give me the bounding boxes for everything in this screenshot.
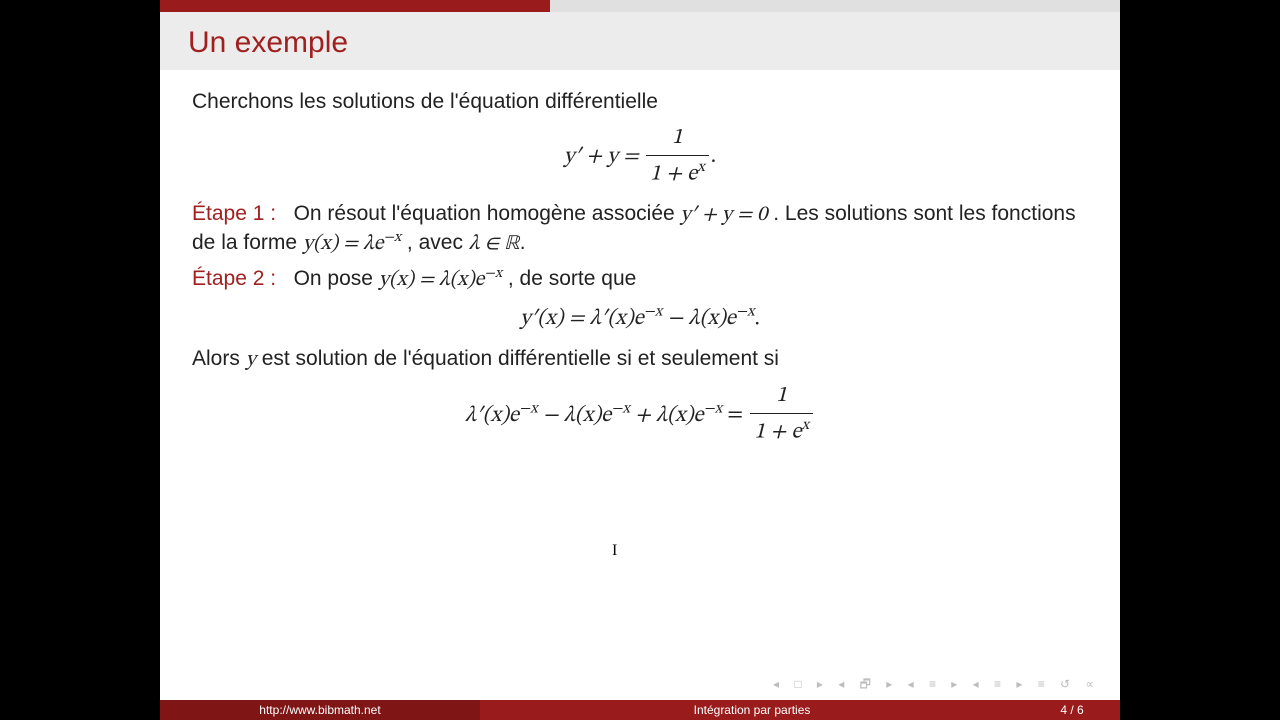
step1-tail: .: [520, 231, 526, 254]
eq1-lhs: y′ + y =: [564, 146, 644, 168]
eq2-a-base: y′(x) = λ′(x)e: [520, 308, 644, 330]
eq3-c-sup: −x: [704, 400, 722, 416]
step2-math-a: y(x) = λ(x)e−x: [379, 269, 502, 290]
footer-left[interactable]: http://www.bibmath.net: [160, 700, 480, 720]
step1-text-c: , avec: [407, 231, 469, 254]
then-math: y: [246, 349, 256, 370]
step2-text-b: , de sorte que: [508, 267, 636, 290]
eq3-a-sup: −x: [519, 400, 537, 416]
eq2-a-sup: −x: [644, 304, 662, 320]
eq3-fraction: 1 1 + ex: [750, 382, 813, 448]
beamer-nav-icons[interactable]: ◂ □ ▸ ◂ 🗗 ▸ ◂ ≡ ▸ ◂ ≡ ▸ ≡ ↺ ∝: [773, 675, 1100, 696]
then-text-b: est solution de l'équation différentiell…: [262, 347, 779, 370]
step1-math-c: λ ∈ ℝ: [469, 233, 520, 254]
eq2-b-sup: −x: [736, 304, 754, 320]
eq1-fraction: 1 1 + ex: [646, 124, 709, 190]
eq2-tail: .: [755, 308, 760, 330]
intro-text: Cherchons les solutions de l'équation di…: [192, 88, 1088, 116]
footer-right: 4 / 6: [1024, 700, 1120, 720]
eq2-b: − λ(x)e−x: [667, 308, 754, 330]
eq3-a-base: λ′(x)e: [465, 405, 519, 427]
slide-title: Un exemple: [188, 26, 1092, 60]
title-bar: Un exemple: [160, 12, 1120, 70]
eq3-eq: =: [727, 405, 748, 427]
eq3-den-base: 1 + e: [754, 421, 801, 443]
eq3-numerator: 1: [750, 382, 813, 414]
eq3-b-sup: −x: [611, 400, 629, 416]
step2-text-a: On pose: [294, 267, 379, 290]
step-2: Étape 2 : On pose y(x) = λ(x)e−x , de so…: [192, 265, 1088, 294]
eq1-den-sup: x: [697, 159, 704, 175]
step1-math-b-base: y(x) = λe: [303, 233, 384, 254]
progress-remaining: [550, 0, 1120, 12]
step2-math-a-base: y(x) = λ(x)e: [379, 269, 485, 290]
step1-text-a: On résout l'équation homogène associée: [294, 202, 681, 225]
eq1-numerator: 1: [646, 124, 709, 156]
text-cursor-icon: I: [612, 542, 617, 560]
eq2-b-base: − λ(x)e: [667, 308, 736, 330]
step2-label: Étape 2 :: [192, 267, 276, 290]
eq3-den-sup: x: [802, 417, 809, 433]
eq3-c-base: + λ(x)e: [635, 405, 704, 427]
slide-body: Cherchons les solutions de l'équation di…: [160, 70, 1120, 448]
equation-1: y′ + y = 1 1 + ex .: [192, 124, 1088, 190]
slide: Un exemple Cherchons les solutions de l'…: [160, 0, 1120, 720]
then-text-a: Alors: [192, 347, 246, 370]
footer-bar: http://www.bibmath.net Intégration par p…: [160, 700, 1120, 720]
eq3-a: λ′(x)e−x: [465, 405, 538, 427]
eq1-den-base: 1 + e: [650, 163, 697, 185]
step1-math-b-sup: −x: [383, 231, 401, 245]
eq3-b-base: − λ(x)e: [543, 405, 612, 427]
eq3-c: + λ(x)e−x: [635, 405, 722, 427]
progress-done: [160, 0, 550, 12]
step-1: Étape 1 : On résout l'équation homogène …: [192, 200, 1088, 259]
eq1-tail: .: [711, 146, 716, 168]
equation-3: λ′(x)e−x − λ(x)e−x + λ(x)e−x = 1 1 + ex: [192, 382, 1088, 448]
step1-math-a: y′ + y = 0: [681, 204, 768, 225]
step1-math-b: y(x) = λe−x: [303, 233, 401, 254]
eq2-a: y′(x) = λ′(x)e−x: [520, 308, 662, 330]
step2-math-a-sup: −x: [484, 267, 502, 281]
top-progress-bar: [160, 0, 1120, 12]
then-line: Alors y est solution de l'équation diffé…: [192, 345, 1088, 374]
step1-label: Étape 1 :: [192, 202, 276, 225]
eq1-denominator: 1 + ex: [646, 156, 709, 190]
footer-center: Intégration par parties: [480, 700, 1024, 720]
eq3-denominator: 1 + ex: [750, 414, 813, 448]
equation-2: y′(x) = λ′(x)e−x − λ(x)e−x.: [192, 302, 1088, 335]
eq3-b: − λ(x)e−x: [543, 405, 630, 427]
